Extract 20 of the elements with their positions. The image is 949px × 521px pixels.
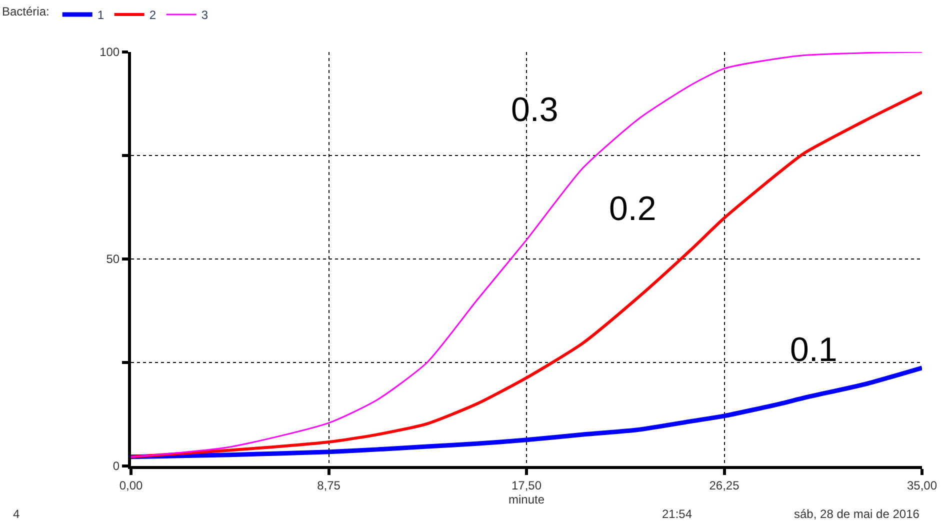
- text: 21:54: [662, 507, 692, 521]
- x-tick-label: 0,00: [119, 478, 143, 492]
- y-tick-label: 100: [100, 45, 120, 60]
- x-tick-label: 17,50: [511, 478, 542, 492]
- y-tick-label: 50: [106, 252, 120, 266]
- annotation: 0.1: [790, 331, 838, 369]
- y-tick-label: 0: [112, 459, 120, 474]
- annotation: 0.2: [609, 190, 656, 228]
- line-series: [131, 366, 922, 460]
- annotation: 0.3: [511, 91, 558, 129]
- text: 4: [13, 507, 20, 521]
- legend-label: 1: [97, 8, 104, 22]
- text: sáb, 28 de mai de 2016: [794, 507, 920, 521]
- legend-label: 3: [201, 8, 208, 22]
- x-tick-label: 8,75: [317, 478, 341, 492]
- legend-title: Bactéria:: [2, 4, 50, 19]
- x-tick-label: 26,25: [709, 478, 740, 492]
- x-tick-label: 35,00: [906, 478, 938, 492]
- legend-label: 2: [149, 8, 156, 22]
- x-axis-title: minute: [508, 492, 545, 506]
